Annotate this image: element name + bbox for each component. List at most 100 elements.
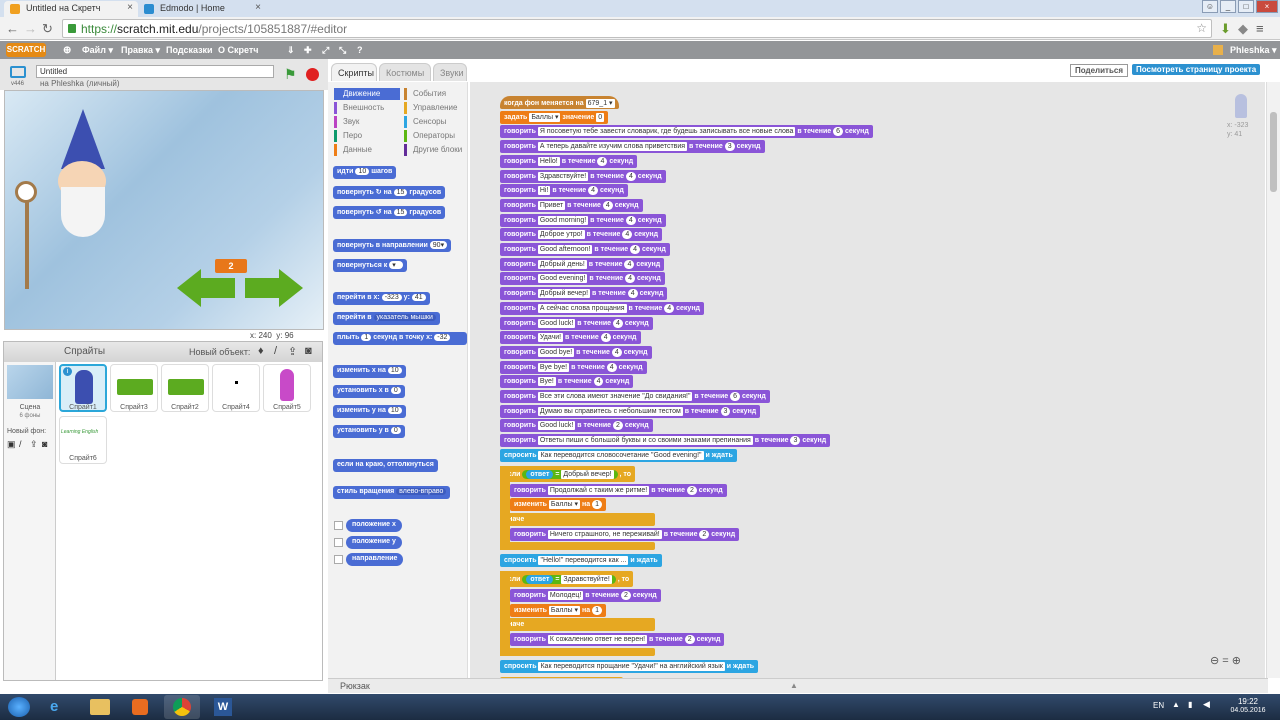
script-scrollbar[interactable] [1266,82,1280,678]
block-if-else[interactable]: если ответ = Good luck! , то [500,676,624,678]
menu-icon[interactable]: ≡ [1256,21,1264,36]
block-ask-and-wait[interactable]: спросить Как переводится прощание "Удачи… [500,659,759,673]
menu-file[interactable]: Файл ▾ [82,45,113,55]
block-say-for-secs[interactable]: говорить Удачи! в течение 4 секунд [500,331,641,345]
block-glide[interactable]: плыть 1 секунд в точку x: -32 [333,332,467,345]
back-icon[interactable]: ← [6,21,19,36]
upload-icon[interactable]: ⇪ [288,346,298,358]
download-icon[interactable]: ⬇ [1220,21,1231,36]
block-turn-left[interactable]: повернуть ↺ на 15 градусов [333,206,446,219]
block-say-for-secs[interactable]: говорить Hi! в течение 4 секунд [500,184,628,198]
forward-icon[interactable]: → [24,21,37,36]
green-flag-icon[interactable]: ⚑ [284,66,297,82]
block-say-for-secs[interactable]: говорить Good bye! в течение 4 секунд [500,345,652,359]
block-say-for-secs[interactable]: говорить А сейчас слова прощания в течен… [500,301,704,315]
block-if-end[interactable] [500,542,655,551]
block-set-variable[interactable]: задать Баллы ▾ значение 0 [500,110,609,124]
shrink-icon[interactable]: ⤡ [339,45,347,55]
block-say-for-secs[interactable]: говорить Good luck! в течение 4 секунд [500,316,653,330]
scrollbar-thumb[interactable] [1270,112,1277,192]
block-else-label[interactable]: иначе [500,618,655,632]
address-bar[interactable]: https://scratch.mit.edu/projects/1058518… [62,19,1212,38]
zoom-reset-icon[interactable]: = [1222,655,1229,667]
browser-tab-scratch[interactable]: Untitled на Скретч × [4,1,138,17]
menu-tips[interactable]: Подсказки [166,45,213,55]
block-change-variable[interactable]: изменить Баллы ▾ на 1 [510,603,606,617]
sprite-thumb-5[interactable] [263,364,311,412]
language-indicator[interactable]: EN [1153,701,1165,710]
block-say-for-secs[interactable]: говорить Hello! в течение 4 секунд [500,154,638,168]
maximize-icon[interactable]: □ [1238,0,1254,13]
block-say-for-secs[interactable]: говорить Good evening! в течение 4 секун… [500,272,665,286]
help-icon[interactable]: ? [357,45,363,55]
close-tab-icon[interactable]: × [255,2,261,13]
sprite-thumb-2[interactable] [161,364,209,412]
block-goto-xy[interactable]: перейти в x: -323 y: 41 [333,292,430,305]
left-arrow-sprite[interactable] [177,269,235,307]
condition-equals[interactable]: ответ = Здравствуйте! [522,575,616,584]
reporter-x-position[interactable]: положение x [346,519,402,532]
share-button[interactable]: Поделиться [1070,64,1129,77]
block-say-for-secs[interactable]: говорить Молодец! в течение 2 секунд [510,589,661,602]
zoom-out-icon[interactable]: ⊖ [1210,655,1220,667]
backdrop-camera-icon[interactable]: ◙ [42,439,48,449]
checkbox-direction[interactable] [334,555,343,564]
sprite-thumb-3[interactable] [110,364,158,412]
sprite-library-icon[interactable]: ♦ [258,345,264,357]
menu-edit[interactable]: Правка ▾ [121,45,161,55]
stop-icon[interactable] [306,68,319,81]
block-if-else[interactable]: если ответ = Здравствуйте! , то [500,571,634,587]
block-say-for-secs[interactable]: говорить К сожалению ответ не верен! в т… [510,633,725,647]
expand-icon[interactable]: ▲ [790,681,798,690]
checkbox-y-position[interactable] [334,538,343,547]
block-say-for-secs[interactable]: говорить Добрый вечер! в течение 4 секун… [500,287,668,301]
cut-icon[interactable]: ✚ [304,45,312,55]
extension-icon[interactable]: ◆ [1238,21,1248,36]
block-say-for-secs[interactable]: говорить Здравствуйте! в течение 4 секун… [500,169,666,183]
block-bounce[interactable]: если на краю, оттолкнуться [333,459,438,472]
block-point-towards[interactable]: повернуться к ▾ [333,259,408,272]
block-else-label[interactable]: иначе [500,512,655,526]
block-say-for-secs[interactable]: говорить Добрый день! в течение 4 секунд [500,257,665,271]
wizard-sprite[interactable] [13,109,133,294]
sprite-thumb-1[interactable]: i [59,364,107,412]
tab-sounds[interactable]: Звуки [433,63,467,81]
right-arrow-sprite[interactable] [245,269,303,307]
close-window-icon[interactable]: × [1256,0,1278,13]
grow-icon[interactable]: ⤢ [322,45,330,55]
backdrop-upload-icon[interactable]: ⇪ [30,439,38,449]
block-set-y[interactable]: установить у в 0 [333,425,405,438]
block-goto[interactable]: перейти в указатель мышки [333,312,440,325]
block-move[interactable]: идти 10 шагов [333,166,397,179]
hat-when-backdrop-switches[interactable]: когда фон меняется на 679_1 ▾ [500,96,619,109]
category-data[interactable]: Данные [334,144,400,156]
category-looks[interactable]: Внешность [334,102,400,114]
block-set-x[interactable]: установить х в 0 [333,385,405,398]
word-icon[interactable]: W [214,698,232,716]
minimize-icon[interactable]: _ [1220,0,1236,13]
browser-tab-edmodo[interactable]: Edmodo | Home × [138,1,266,17]
star-icon[interactable]: ☆ [1196,21,1207,35]
block-turn-right[interactable]: повернуть ↻ на 15 градусов [333,186,446,199]
block-say-for-secs[interactable]: говорить Good afternoon! в течение 4 сек… [500,243,670,256]
duplicate-icon[interactable]: ⇓ [287,45,295,55]
backpack[interactable]: Рюкзак ▲ [328,678,1268,693]
clock-time[interactable]: 19:22 [1237,697,1259,706]
tab-costumes[interactable]: Костюмы [379,63,431,81]
project-title-input[interactable]: Untitled [36,65,274,78]
script-area[interactable]: когда фон меняется на 679_1 ▾ задать Бал… [470,82,1265,678]
block-say-for-secs[interactable]: говорить Good luck! в течение 2 секунд [500,419,653,433]
block-say-for-secs[interactable]: говорить Привет в течение 4 секунд [500,198,643,212]
block-ask-and-wait[interactable]: спросить Как переводится словосочетание … [500,448,737,462]
block-say-for-secs[interactable]: говорить Продолжай с таким же ритме! в т… [510,483,727,497]
avatar[interactable] [1213,45,1223,55]
block-say-for-secs[interactable]: говорить Все эти слова имеют значение "Д… [500,390,770,403]
condition-equals[interactable]: ответ = Добрый вечер! [522,469,618,479]
tab-scripts[interactable]: Скрипты [331,63,377,81]
block-say-for-secs[interactable]: говорить Bye! в течение 4 секунд [500,375,634,389]
globe-icon[interactable]: ⊕ [63,45,72,56]
category-motion[interactable]: Движение [334,88,400,100]
block-change-variable[interactable]: изменить Баллы ▾ на 1 [510,498,606,512]
block-say-for-secs[interactable]: говорить Ответы пиши с большой буквы и с… [500,434,831,448]
sprite-thumb-6[interactable]: Learning English [59,416,107,464]
